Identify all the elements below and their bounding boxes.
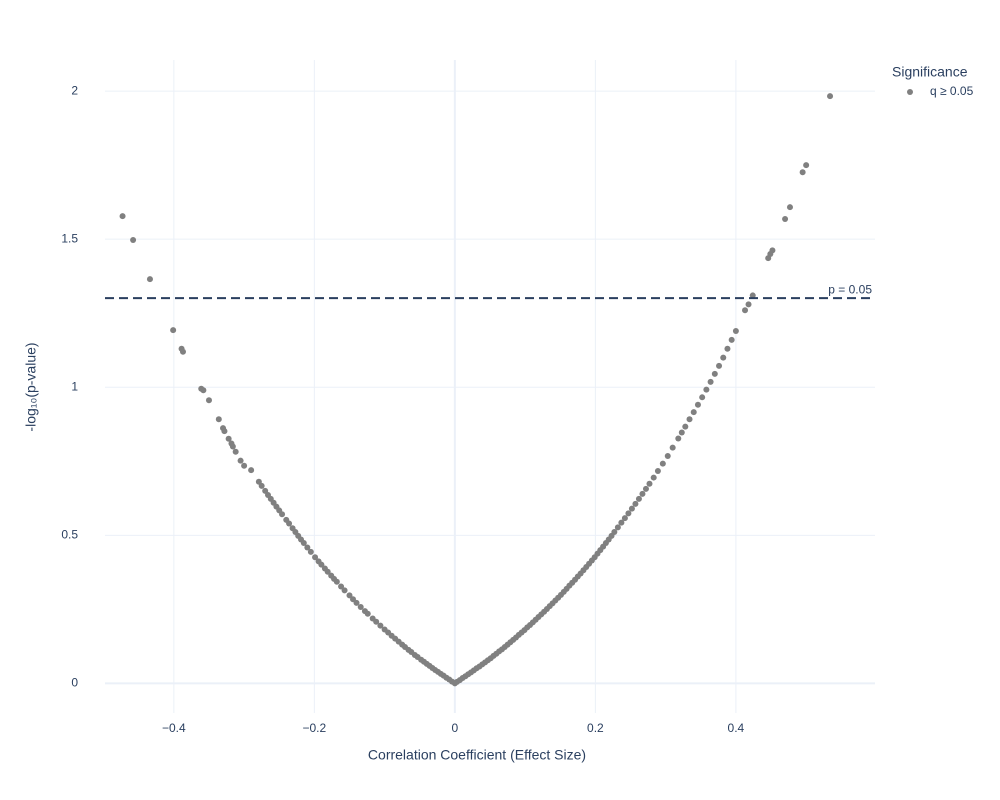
point	[659, 460, 666, 467]
point	[650, 474, 657, 481]
point	[279, 511, 286, 518]
point	[300, 540, 307, 547]
grid	[105, 60, 875, 713]
point	[307, 548, 314, 555]
y-axis-title: -log₁₀(p-value)	[23, 342, 39, 431]
point	[324, 568, 331, 575]
point	[338, 583, 345, 590]
point	[749, 292, 756, 299]
point	[364, 610, 371, 617]
point	[119, 213, 126, 220]
point	[745, 301, 752, 308]
x-axis-title: Correlation Coefficient (Effect Size)	[368, 747, 586, 763]
legend-label: q ≥ 0.05	[930, 84, 974, 98]
point	[678, 429, 685, 436]
point	[232, 448, 239, 455]
point	[229, 443, 236, 450]
point	[635, 495, 642, 502]
point	[241, 462, 248, 469]
point	[786, 204, 793, 211]
plot-area	[119, 93, 834, 687]
point	[318, 561, 325, 568]
threshold-label: p = 0.05	[828, 282, 872, 296]
point	[346, 592, 353, 599]
point	[312, 554, 319, 561]
point	[146, 276, 153, 283]
point	[625, 510, 632, 517]
point	[728, 336, 735, 343]
point	[639, 490, 646, 497]
point	[248, 467, 255, 474]
point	[682, 423, 689, 430]
point	[803, 162, 810, 169]
y-tick-label: 0	[71, 676, 78, 690]
point	[225, 435, 232, 442]
y-tick-label: 1	[71, 379, 78, 393]
point	[686, 416, 693, 423]
point	[628, 505, 635, 512]
point	[827, 93, 834, 100]
point	[357, 603, 364, 610]
point	[711, 370, 718, 377]
point	[179, 348, 186, 355]
point	[333, 578, 340, 585]
point	[614, 524, 621, 531]
point	[258, 482, 265, 489]
point	[215, 416, 222, 423]
point	[646, 480, 653, 487]
point	[724, 345, 731, 352]
point	[675, 435, 682, 442]
point	[642, 485, 649, 492]
y-tick-label: 1.5	[61, 231, 78, 245]
point	[205, 397, 212, 404]
point	[707, 378, 714, 385]
x-tick-label: 0.4	[728, 721, 745, 735]
legend-title: Significance	[892, 64, 968, 80]
point	[286, 520, 293, 527]
point	[618, 519, 625, 526]
point	[377, 622, 384, 629]
y-tick-label: 0.5	[61, 527, 78, 541]
point	[669, 444, 676, 451]
point	[130, 237, 137, 244]
point	[221, 428, 228, 435]
point	[632, 500, 639, 507]
point	[200, 387, 207, 394]
point	[373, 618, 380, 625]
point	[732, 327, 739, 334]
point	[353, 599, 360, 606]
x-tick-label: 0.2	[587, 721, 604, 735]
point	[341, 587, 348, 594]
point	[716, 362, 723, 369]
point	[720, 354, 727, 361]
point	[611, 529, 618, 536]
point	[654, 468, 661, 475]
point	[769, 247, 776, 254]
point	[170, 327, 177, 334]
point	[237, 457, 244, 464]
point	[799, 169, 806, 176]
point	[621, 515, 628, 522]
point	[782, 216, 789, 223]
point	[699, 394, 706, 401]
point	[304, 544, 311, 551]
x-tick-label: −0.4	[162, 721, 186, 735]
point	[690, 409, 697, 416]
point	[703, 386, 710, 393]
point	[664, 452, 671, 459]
point	[694, 401, 701, 408]
legend-marker	[907, 89, 913, 95]
point	[742, 307, 749, 314]
x-tick-label: 0	[452, 721, 459, 735]
y-tick-label: 2	[71, 83, 78, 97]
x-tick-label: −0.2	[303, 721, 327, 735]
